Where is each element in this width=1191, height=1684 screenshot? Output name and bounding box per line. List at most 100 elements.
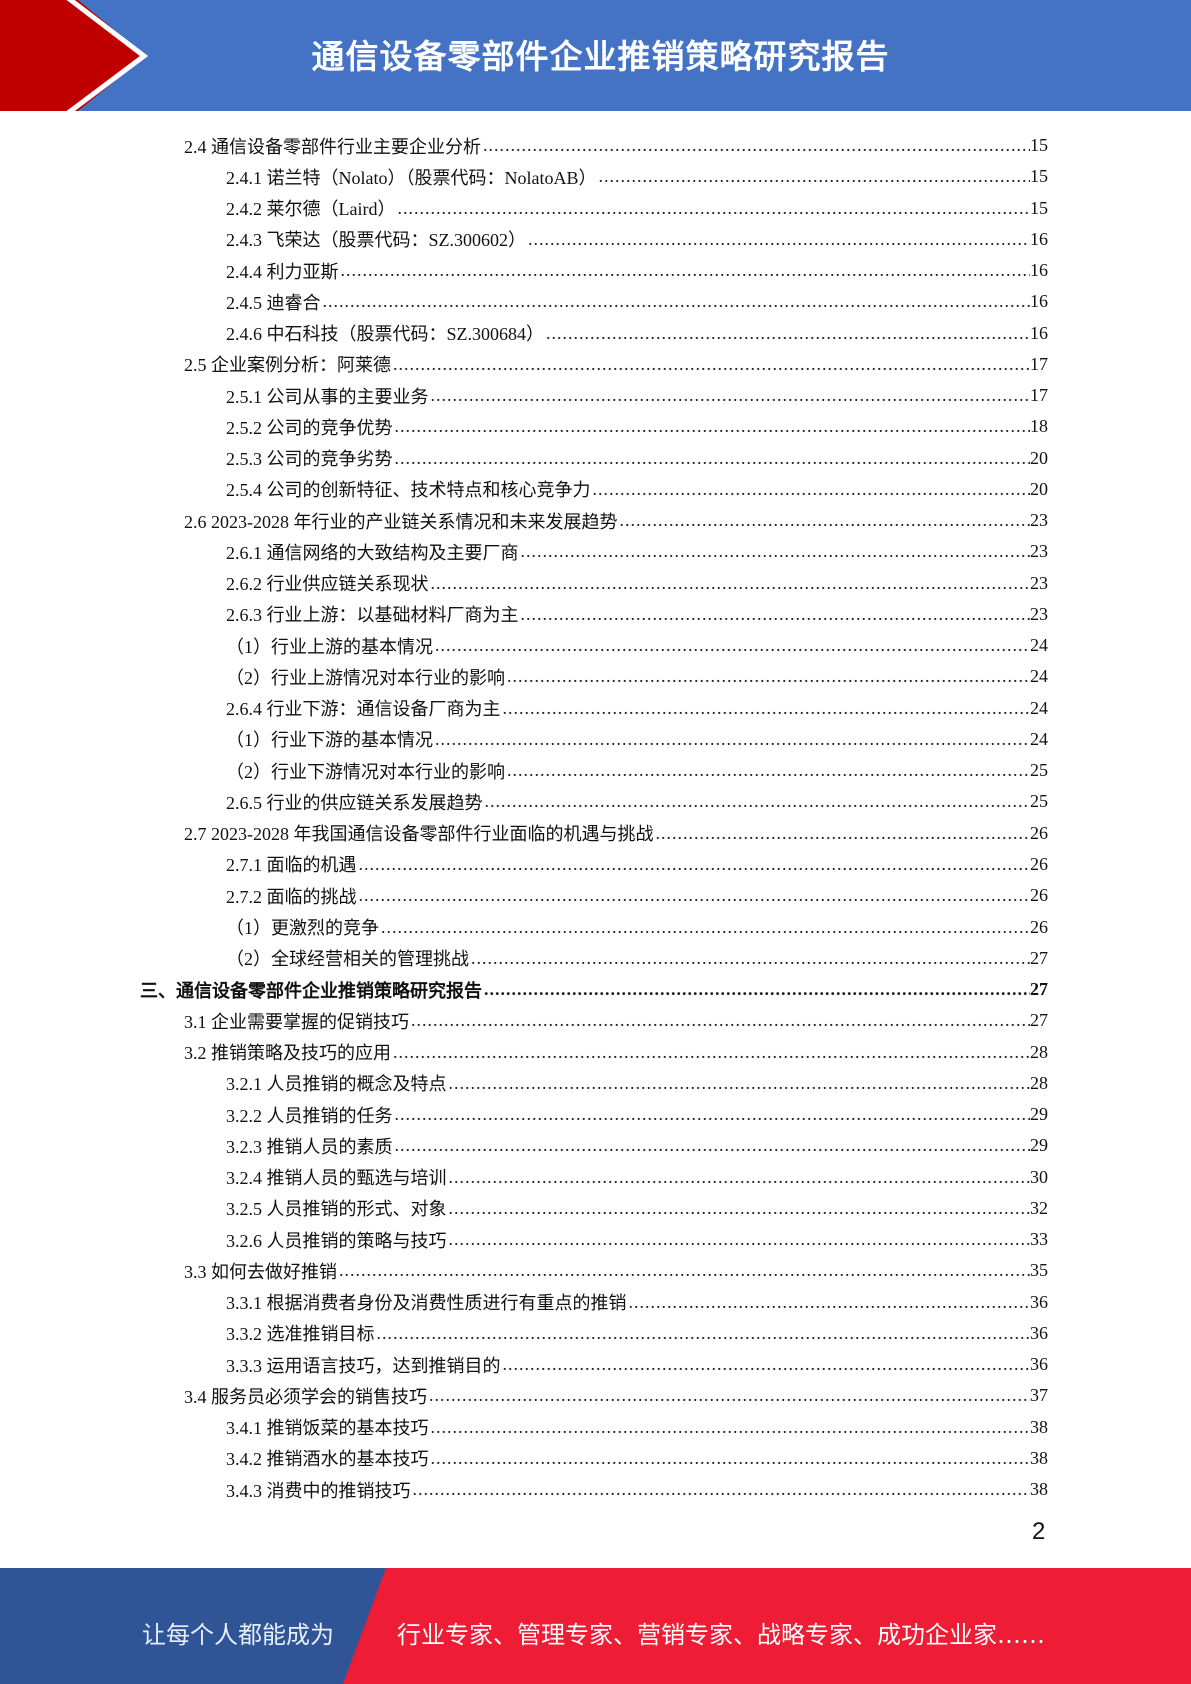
toc-entry-title: 3.4 服务员必须学会的销售技巧 xyxy=(184,1386,427,1407)
toc-entry[interactable]: 2.4.1 诺兰特（Nolato）（股票代码：NolatoAB） 15 xyxy=(226,161,1048,192)
toc-leader-dots xyxy=(521,541,1031,562)
toc-entry-title: 2.7 2023-2028 年我国通信设备零部件行业面临的机遇与挑战 xyxy=(184,824,654,845)
toc-entry-page: 23 xyxy=(1030,603,1048,624)
toc-leader-dots xyxy=(546,323,1030,344)
toc-entry[interactable]: 2.5.1 公司从事的主要业务 17 xyxy=(226,380,1048,411)
toc-entry[interactable]: 2.5.2 公司的竞争优势 18 xyxy=(226,411,1048,442)
toc-leader-dots xyxy=(449,1073,1031,1094)
toc-leader-dots xyxy=(377,1323,1031,1344)
toc-entry[interactable]: 2.4.6 中石科技（股票代码：SZ.300684） 16 xyxy=(226,318,1048,349)
toc-entry[interactable]: 2.6.4 行业下游：通信设备厂商为主 24 xyxy=(226,693,1048,724)
toc-entry-page: 32 xyxy=(1030,1197,1048,1218)
toc-entry-title: 3.2.5 人员推销的形式、对象 xyxy=(226,1199,447,1220)
toc-entry[interactable]: 2.4.4 利力亚斯 16 xyxy=(226,255,1048,286)
toc-entry-page: 35 xyxy=(1030,1260,1048,1281)
toc-entry[interactable]: 2.4 通信设备零部件行业主要企业分析 15 xyxy=(184,130,1048,161)
toc-leader-dots xyxy=(395,1104,1031,1125)
toc-entry-title: （1）行业下游的基本情况 xyxy=(226,730,433,751)
toc-entry-title: 3.3 如何去做好推销 xyxy=(184,1261,337,1282)
toc-entry[interactable]: 2.4.2 莱尔德（Laird） 15 xyxy=(226,193,1048,224)
toc-entry-title: 3.3.2 选准推销目标 xyxy=(226,1324,375,1345)
toc-entry[interactable]: （1）更激烈的竞争 26 xyxy=(226,912,1048,943)
toc-entry-title: 2.4.4 利力亚斯 xyxy=(226,261,339,282)
toc-entry-title: （2）行业上游情况对本行业的影响 xyxy=(226,667,505,688)
toc-entry[interactable]: 2.6.3 行业上游：以基础材料厂商为主 23 xyxy=(226,599,1048,630)
toc-entry[interactable]: 3.2.1 人员推销的概念及特点 28 xyxy=(226,1068,1048,1099)
toc-entry-page: 24 xyxy=(1030,666,1048,687)
toc-leader-dots xyxy=(485,791,1031,812)
toc-entry[interactable]: （2）全球经营相关的管理挑战 27 xyxy=(226,943,1048,974)
toc-entry[interactable]: 3.3.1 根据消费者身份及消费性质进行有重点的推销 36 xyxy=(226,1287,1048,1318)
toc-leader-dots xyxy=(507,666,1030,687)
toc-entry[interactable]: 2.5 企业案例分析：阿莱德 17 xyxy=(184,349,1048,380)
toc-entry[interactable]: 3.3.2 选准推销目标 36 xyxy=(226,1318,1048,1349)
footer-slogan-right: 行业专家、管理专家、营销专家、战略专家、成功企业家…… xyxy=(397,1621,1045,1649)
toc-leader-dots xyxy=(341,260,1031,281)
toc-entry[interactable]: 3.2.4 推销人员的甄选与培训 30 xyxy=(226,1162,1048,1193)
toc-entry[interactable]: 3.2.3 推销人员的素质 29 xyxy=(226,1130,1048,1161)
toc-entry[interactable]: 2.6.5 行业的供应链关系发展趋势 25 xyxy=(226,786,1048,817)
toc-entry[interactable]: 3.4.1 推销饭菜的基本技巧 38 xyxy=(226,1412,1048,1443)
toc-entry[interactable]: 3.1 企业需要掌握的促销技巧 27 xyxy=(184,1005,1048,1036)
toc-entry[interactable]: （1）行业下游的基本情况 24 xyxy=(226,724,1048,755)
toc-leader-dots xyxy=(521,604,1031,625)
toc-entry-title: （1）更激烈的竞争 xyxy=(226,918,379,938)
toc-leader-dots xyxy=(503,698,1031,719)
toc-entry[interactable]: （2）行业下游情况对本行业的影响 25 xyxy=(226,755,1048,786)
toc-entry-title: 2.6.3 行业上游：以基础材料厂商为主 xyxy=(226,605,519,626)
toc-entry-page: 28 xyxy=(1030,1072,1048,1093)
toc-leader-dots xyxy=(656,823,1031,844)
toc-entry-page: 25 xyxy=(1030,760,1048,781)
toc-entry-title: 2.5.4 公司的创新特征、技术特点和核心竞争力 xyxy=(226,480,591,501)
toc-entry[interactable]: 2.7 2023-2028 年我国通信设备零部件行业面临的机遇与挑战 26 xyxy=(184,818,1048,849)
toc-entry-page: 28 xyxy=(1030,1041,1048,1062)
toc-entry-page: 26 xyxy=(1030,853,1048,874)
toc-entry-page: 36 xyxy=(1030,1322,1048,1343)
toc-leader-dots xyxy=(395,416,1031,437)
toc-entry[interactable]: 2.5.4 公司的创新特征、技术特点和核心竞争力 20 xyxy=(226,474,1048,505)
toc-entry[interactable]: 3.2.5 人员推销的形式、对象 32 xyxy=(226,1193,1048,1224)
toc-entry[interactable]: 2.6 2023-2028 年行业的产业链关系情况和未来发展趋势 23 xyxy=(184,505,1048,536)
toc-entry-title: 3.2.4 推销人员的甄选与培训 xyxy=(226,1168,447,1189)
toc-entry-page: 16 xyxy=(1030,260,1048,281)
toc-entry-title: 2.4.5 迪睿合 xyxy=(226,292,321,313)
toc-entry[interactable]: 2.6.1 通信网络的大致结构及主要厂商 23 xyxy=(226,536,1048,567)
toc-entry[interactable]: 3.4 服务员必须学会的销售技巧 37 xyxy=(184,1380,1048,1411)
toc-leader-dots xyxy=(393,1042,1030,1063)
toc-leader-dots xyxy=(393,354,1030,375)
toc-entry-title: 3.1 企业需要掌握的促销技巧 xyxy=(184,1011,409,1032)
toc-leader-dots xyxy=(395,1135,1031,1156)
toc-entry[interactable]: （2）行业上游情况对本行业的影响 24 xyxy=(226,661,1048,692)
toc-entry-title: 3.4.3 消费中的推销技巧 xyxy=(226,1480,411,1501)
toc-entry-page: 23 xyxy=(1030,541,1048,562)
toc-entry[interactable]: 2.5.3 公司的竞争劣势 20 xyxy=(226,443,1048,474)
toc-entry[interactable]: 2.4.3 飞荣达（股票代码：SZ.300602） 16 xyxy=(226,224,1048,255)
toc-entry[interactable]: 3.4.2 推销酒水的基本技巧 38 xyxy=(226,1443,1048,1474)
toc-leader-dots xyxy=(431,385,1031,406)
toc-entry-title: 2.4 通信设备零部件行业主要企业分析 xyxy=(184,136,481,157)
toc-entry[interactable]: 3.4.3 消费中的推销技巧 38 xyxy=(226,1474,1048,1505)
page-number: 2 xyxy=(1032,1518,1046,1545)
toc-entry[interactable]: 2.6.2 行业供应链关系现状 23 xyxy=(226,568,1048,599)
toc-entry-page: 23 xyxy=(1030,572,1048,593)
toc-entry[interactable]: 2.7.1 面临的机遇 26 xyxy=(226,849,1048,880)
toc-entry[interactable]: 2.4.5 迪睿合 16 xyxy=(226,286,1048,317)
toc-leader-dots xyxy=(507,760,1030,781)
toc-entry[interactable]: 3.3 如何去做好推销 35 xyxy=(184,1255,1048,1286)
toc-leader-dots xyxy=(620,510,1031,531)
toc-entry-page: 24 xyxy=(1030,728,1048,749)
toc-entry[interactable]: 3.2 推销策略及技巧的应用 28 xyxy=(184,1037,1048,1068)
toc-entry[interactable]: 3.2.6 人员推销的策略与技巧 33 xyxy=(226,1224,1048,1255)
toc-entry[interactable]: 3.2.2 人员推销的任务 29 xyxy=(226,1099,1048,1130)
toc-entry-title: 3.3.1 根据消费者身份及消费性质进行有重点的推销 xyxy=(226,1293,627,1314)
toc-leader-dots xyxy=(629,1292,1031,1313)
toc-entry-page: 33 xyxy=(1030,1229,1048,1250)
toc-entry-page: 26 xyxy=(1030,885,1048,906)
toc-entry[interactable]: 2.7.2 面临的挑战 26 xyxy=(226,880,1048,911)
toc-entry[interactable]: （1）行业上游的基本情况 24 xyxy=(226,630,1048,661)
toc-leader-dots xyxy=(429,1385,1030,1406)
toc-entry-page: 27 xyxy=(1030,1010,1048,1031)
toc-entry-title: （2）行业下游情况对本行业的影响 xyxy=(226,761,505,782)
toc-entry[interactable]: 3.3.3 运用语言技巧，达到推销目的 36 xyxy=(226,1349,1048,1380)
toc-entry[interactable]: 三、通信设备零部件企业推销策略研究报告 27 xyxy=(140,974,1048,1005)
